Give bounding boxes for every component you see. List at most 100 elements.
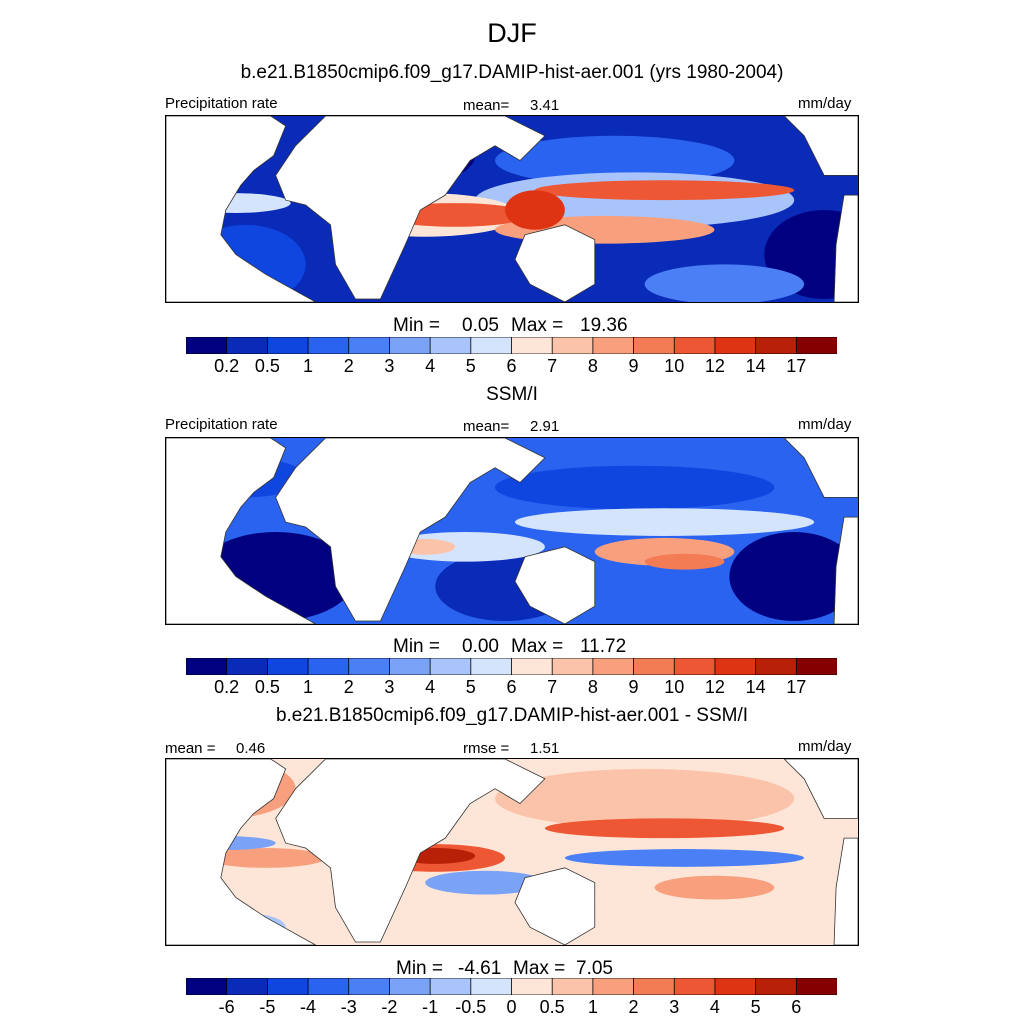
colorbar-tick-label: 1 — [587, 997, 598, 1017]
colorbar-tick-label: 14 — [745, 356, 766, 376]
panel3-min-label: Min = — [396, 958, 443, 979]
colorbar-box — [226, 336, 269, 355]
colorbar-box — [307, 336, 350, 355]
colorbar-tick-label: 14 — [745, 677, 766, 697]
colorbar-tick-label: 4 — [709, 997, 720, 1017]
colorbar-tick-label: 1 — [303, 356, 314, 376]
colorbar-box — [389, 977, 431, 996]
colorbar-tick-label: 8 — [587, 356, 598, 376]
colorbar-tick-label: 9 — [628, 356, 639, 376]
colorbar-tick-label: 1 — [303, 677, 314, 697]
colorbar-box — [226, 657, 269, 676]
panel3-units: mm/day — [798, 738, 852, 755]
colorbar-box — [470, 336, 513, 355]
colorbar-tick-label: 0.5 — [539, 997, 565, 1017]
colorbar-box — [429, 657, 472, 676]
panel2-colorbar — [185, 657, 838, 676]
colorbar-box — [266, 657, 309, 676]
colorbar-box — [551, 657, 594, 676]
panel2-mean-value: 2.91 — [530, 418, 560, 435]
panel2-max-label: Max = — [511, 636, 564, 657]
panel3-map — [165, 758, 859, 946]
land-mask — [783, 759, 858, 819]
colorbar-box — [714, 657, 757, 676]
colorbar-tick-label: 8 — [587, 677, 598, 697]
panel1-variable-label: Precipitation rate — [165, 95, 278, 112]
panel3-rmse-label: rmse = — [463, 740, 510, 757]
precip-field-region — [205, 848, 326, 868]
precip-field-region — [654, 875, 775, 900]
colorbar-tick-label: 10 — [664, 356, 685, 376]
colorbar-box — [185, 977, 228, 996]
panel1-min-label: Min = — [393, 315, 440, 336]
panel3-title: b.e21.B1850cmip6.f09_g17.DAMIP-hist-aer.… — [275, 705, 749, 726]
colorbar-tick-label: 9 — [628, 677, 639, 697]
precip-field-region — [495, 768, 795, 829]
colorbar-box — [348, 336, 391, 355]
colorbar-box — [633, 657, 675, 676]
panel3-mean-label: mean = — [165, 740, 216, 757]
colorbar-box — [266, 977, 309, 996]
colorbar-box — [714, 977, 757, 996]
colorbar-box — [795, 657, 838, 676]
colorbar-tick-label: 0.2 — [214, 677, 240, 697]
colorbar-tick-label: 2 — [628, 997, 639, 1017]
colorbar-tick-label: -4 — [300, 997, 317, 1017]
panel2-max-value: 11.72 — [580, 636, 627, 657]
colorbar-box — [348, 977, 391, 996]
land-mask — [783, 438, 858, 498]
colorbar-box — [185, 657, 228, 676]
precip-field-region — [495, 135, 735, 186]
panel1-map — [165, 115, 859, 303]
main-title: DJF — [487, 18, 537, 48]
panel1-mean-label: mean= — [463, 97, 510, 114]
colorbar-tick-label: -5 — [259, 997, 276, 1017]
land-mask — [275, 438, 546, 622]
panel2-units: mm/day — [798, 416, 852, 433]
panel1-colorbar — [185, 336, 838, 355]
colorbar-tick-label: 6 — [506, 677, 517, 697]
colorbar-box — [673, 336, 716, 355]
colorbar-tick-label: 10 — [664, 677, 685, 697]
colorbar-box — [266, 336, 309, 355]
colorbar-tick-label: 2 — [343, 677, 354, 697]
colorbar-box — [755, 657, 798, 676]
precip-field-region — [564, 849, 805, 867]
colorbar-tick-label: 3 — [384, 356, 395, 376]
panel2-min-label: Min = — [393, 636, 440, 657]
colorbar-box — [755, 977, 798, 996]
colorbar-box — [551, 336, 594, 355]
colorbar-box — [633, 336, 675, 355]
colorbar-box — [673, 977, 716, 996]
colorbar-tick-label: 17 — [786, 677, 807, 697]
colorbar-box — [511, 657, 553, 676]
colorbar-box — [429, 977, 472, 996]
land-mask — [833, 516, 858, 624]
panel1-min-value: 0.05 — [462, 315, 499, 336]
colorbar-tick-label: 5 — [465, 677, 476, 697]
panel1-mean-value: 3.41 — [530, 97, 560, 114]
panel3-max-value: 7.05 — [576, 958, 613, 979]
colorbar-tick-label: 7 — [547, 356, 558, 376]
colorbar-box — [348, 657, 391, 676]
colorbar-box — [551, 977, 594, 996]
land-mask — [166, 116, 317, 302]
precip-field-region — [534, 180, 795, 201]
land-mask — [514, 224, 596, 302]
colorbar-box — [592, 336, 635, 355]
colorbar-tick-label: 5 — [750, 997, 761, 1017]
colorbar-box — [633, 977, 675, 996]
land-mask — [166, 759, 317, 945]
panel3-max-label: Max = — [513, 958, 566, 979]
land-mask — [783, 116, 858, 176]
land-mask — [514, 867, 596, 945]
colorbar-box — [714, 336, 757, 355]
precip-field-region — [505, 190, 565, 230]
colorbar-box — [511, 336, 553, 355]
panel3-colorbar — [185, 977, 838, 996]
colorbar-box — [307, 977, 350, 996]
panel2-map — [165, 437, 859, 625]
panel2-mean-label: mean= — [463, 418, 510, 435]
colorbar-tick-label: 4 — [425, 677, 436, 697]
panel2-title: SSM/I — [486, 384, 538, 405]
